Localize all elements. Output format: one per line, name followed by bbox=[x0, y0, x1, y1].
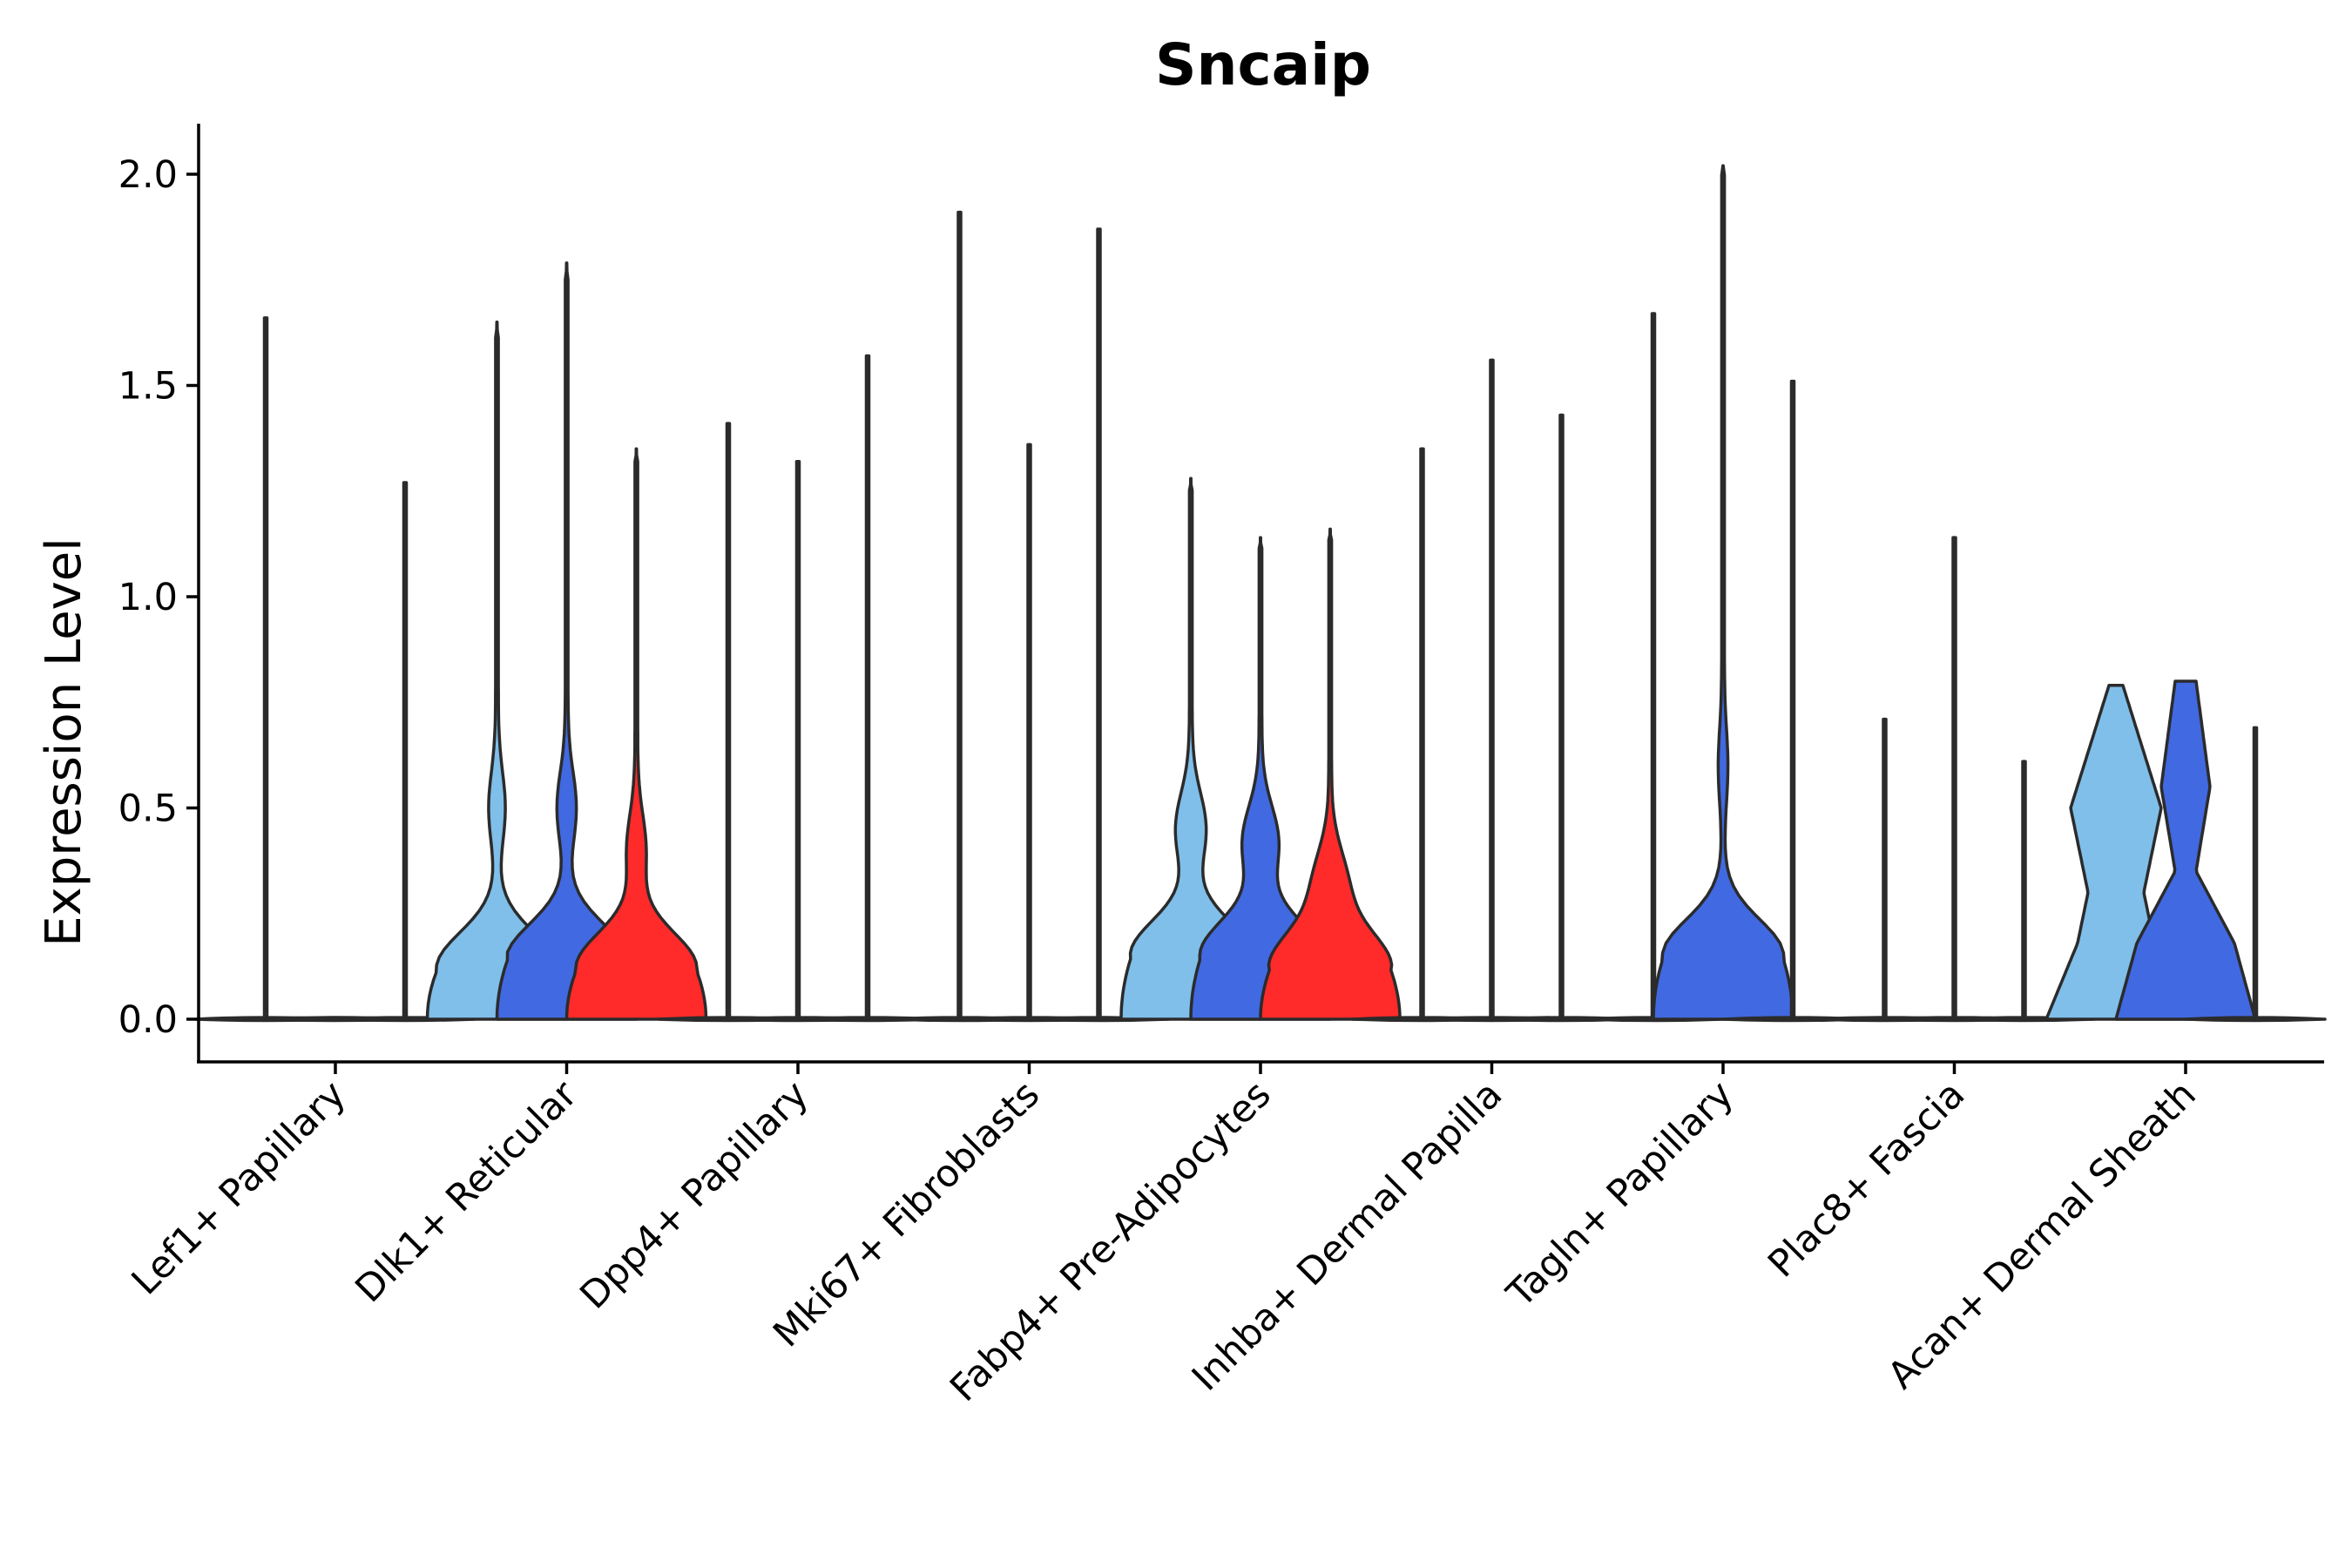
violin-mki67-fibroblasts-s2 bbox=[1027, 227, 1171, 1023]
violin-dpp4-papillary-s0 bbox=[657, 422, 800, 1023]
violin-plac8-fascia-s1 bbox=[1882, 536, 2026, 1023]
x-tick-label: Mki67+ Fibroblasts bbox=[765, 1072, 1048, 1355]
violin-fabp4-pre-adipocytes-s2 bbox=[1259, 527, 1402, 1021]
chart-title: Sncaip bbox=[1155, 31, 1371, 98]
violin-inhba-dermal-papilla-s1 bbox=[1420, 358, 1564, 1023]
y-tick-label: 2.0 bbox=[118, 153, 178, 197]
violin-layer bbox=[194, 164, 2327, 1023]
violin-fabp4-pre-adipocytes-s1 bbox=[1189, 536, 1332, 1021]
violin-mki67-fibroblasts-s0 bbox=[888, 210, 1031, 1023]
violin-tagln-papillary-s1 bbox=[1652, 164, 1794, 1021]
violin-dlk1-reticular-s0 bbox=[425, 321, 569, 1021]
violin-dlk1-reticular-s2 bbox=[564, 447, 708, 1021]
violin-acan-dermal-sheath-s1 bbox=[2114, 679, 2257, 1021]
violin-dpp4-papillary-s2 bbox=[796, 354, 939, 1023]
y-axis-label: Expression Level bbox=[36, 537, 92, 947]
violin-lef1-papillary-s0 bbox=[194, 316, 337, 1023]
violin-dpp4-papillary-s1 bbox=[727, 460, 869, 1023]
y-tick-label: 0.5 bbox=[118, 787, 178, 831]
x-tick-label: Plac8+ Fascia bbox=[1760, 1072, 1973, 1286]
violin-fabp4-pre-adipocytes-s0 bbox=[1119, 476, 1262, 1021]
violin-mki67-fibroblasts-s1 bbox=[957, 443, 1101, 1023]
violin-plac8-fascia-s0 bbox=[1813, 717, 1957, 1023]
x-tick-label: Lef1+ Papillary bbox=[124, 1072, 355, 1303]
x-tick-label: Dpp4+ Papillary bbox=[572, 1072, 817, 1317]
y-tick-label: 0.0 bbox=[118, 998, 178, 1042]
violin-acan-dermal-sheath-s2 bbox=[2184, 726, 2327, 1023]
x-tick-label: Dlk1+ Reticular bbox=[348, 1072, 586, 1311]
y-tick-label: 1.0 bbox=[118, 576, 178, 619]
violin-dlk1-reticular-s1 bbox=[495, 261, 639, 1021]
y-tick-label: 1.5 bbox=[118, 365, 178, 409]
violin-inhba-dermal-papilla-s2 bbox=[1490, 413, 1633, 1023]
x-tick-label: Tagln+ Papillary bbox=[1498, 1072, 1742, 1316]
y-ticks: 0.0 0.5 1.0 1.5 2.0 bbox=[118, 153, 199, 1042]
